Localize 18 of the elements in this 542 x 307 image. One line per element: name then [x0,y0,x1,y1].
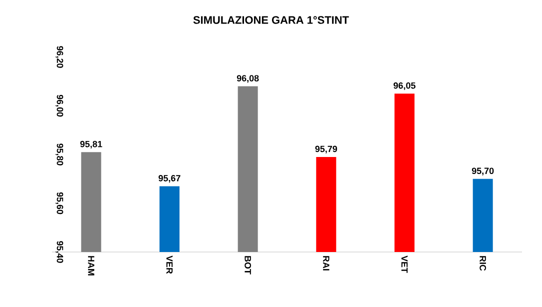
x-tick-label: RIC [480,256,486,271]
x-tick-label: VER [166,256,173,274]
x-tick-label: HAM [88,256,94,276]
x-tick-label: VET [401,256,408,273]
data-label: 95,79 [315,146,338,154]
y-tick-label: 95,80 [56,144,64,166]
data-label: 96,08 [236,75,259,83]
data-label: 95,81 [80,140,102,149]
x-tick-label: BOT [244,256,252,274]
data-label: 95,70 [472,168,494,176]
y-tick-label: 96,20 [56,46,64,68]
chart-title: SIMULAZIONE GARA 1°STINT [193,16,349,24]
y-tick-label: 95,40 [56,241,64,263]
x-tick-label: RAI [323,256,330,270]
y-tick-label: 96,00 [56,94,64,117]
data-label: 95,67 [158,175,180,183]
data-label: 96,05 [394,82,416,90]
y-tick-label: 95,60 [56,192,64,214]
